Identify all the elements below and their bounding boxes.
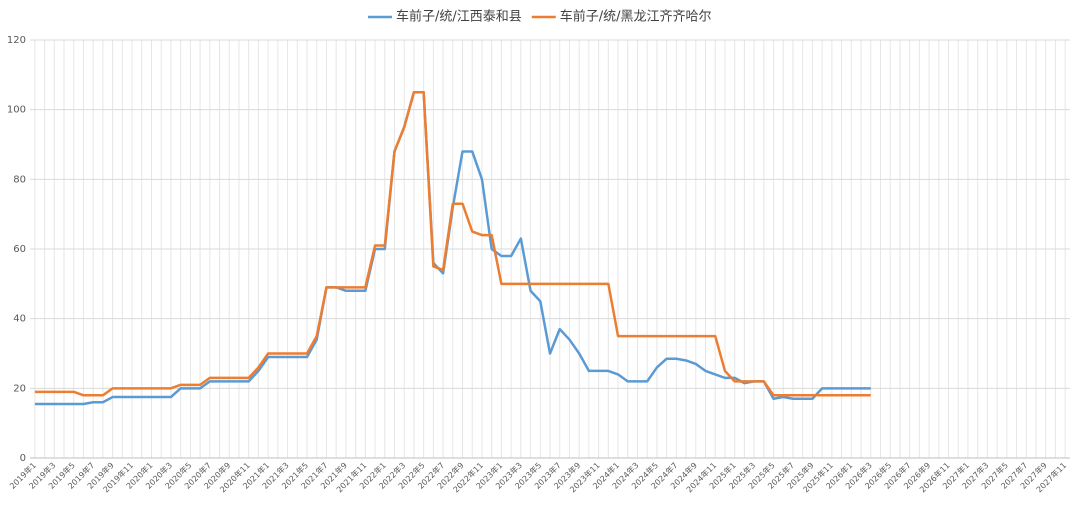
y-tick-label: 0: [20, 453, 26, 464]
y-tick-label: 80: [13, 174, 26, 185]
legend-label: 车前子/统/江西泰和县: [396, 9, 522, 25]
legend-label: 车前子/统/黑龙江齐齐哈尔: [560, 9, 712, 25]
y-tick-label: 120: [7, 35, 26, 46]
y-tick-label: 20: [13, 383, 26, 394]
line-series: [34, 91, 871, 397]
y-tick-label: 40: [13, 314, 26, 325]
y-tick-label: 100: [7, 105, 26, 116]
y-tick-label: 60: [13, 244, 26, 255]
